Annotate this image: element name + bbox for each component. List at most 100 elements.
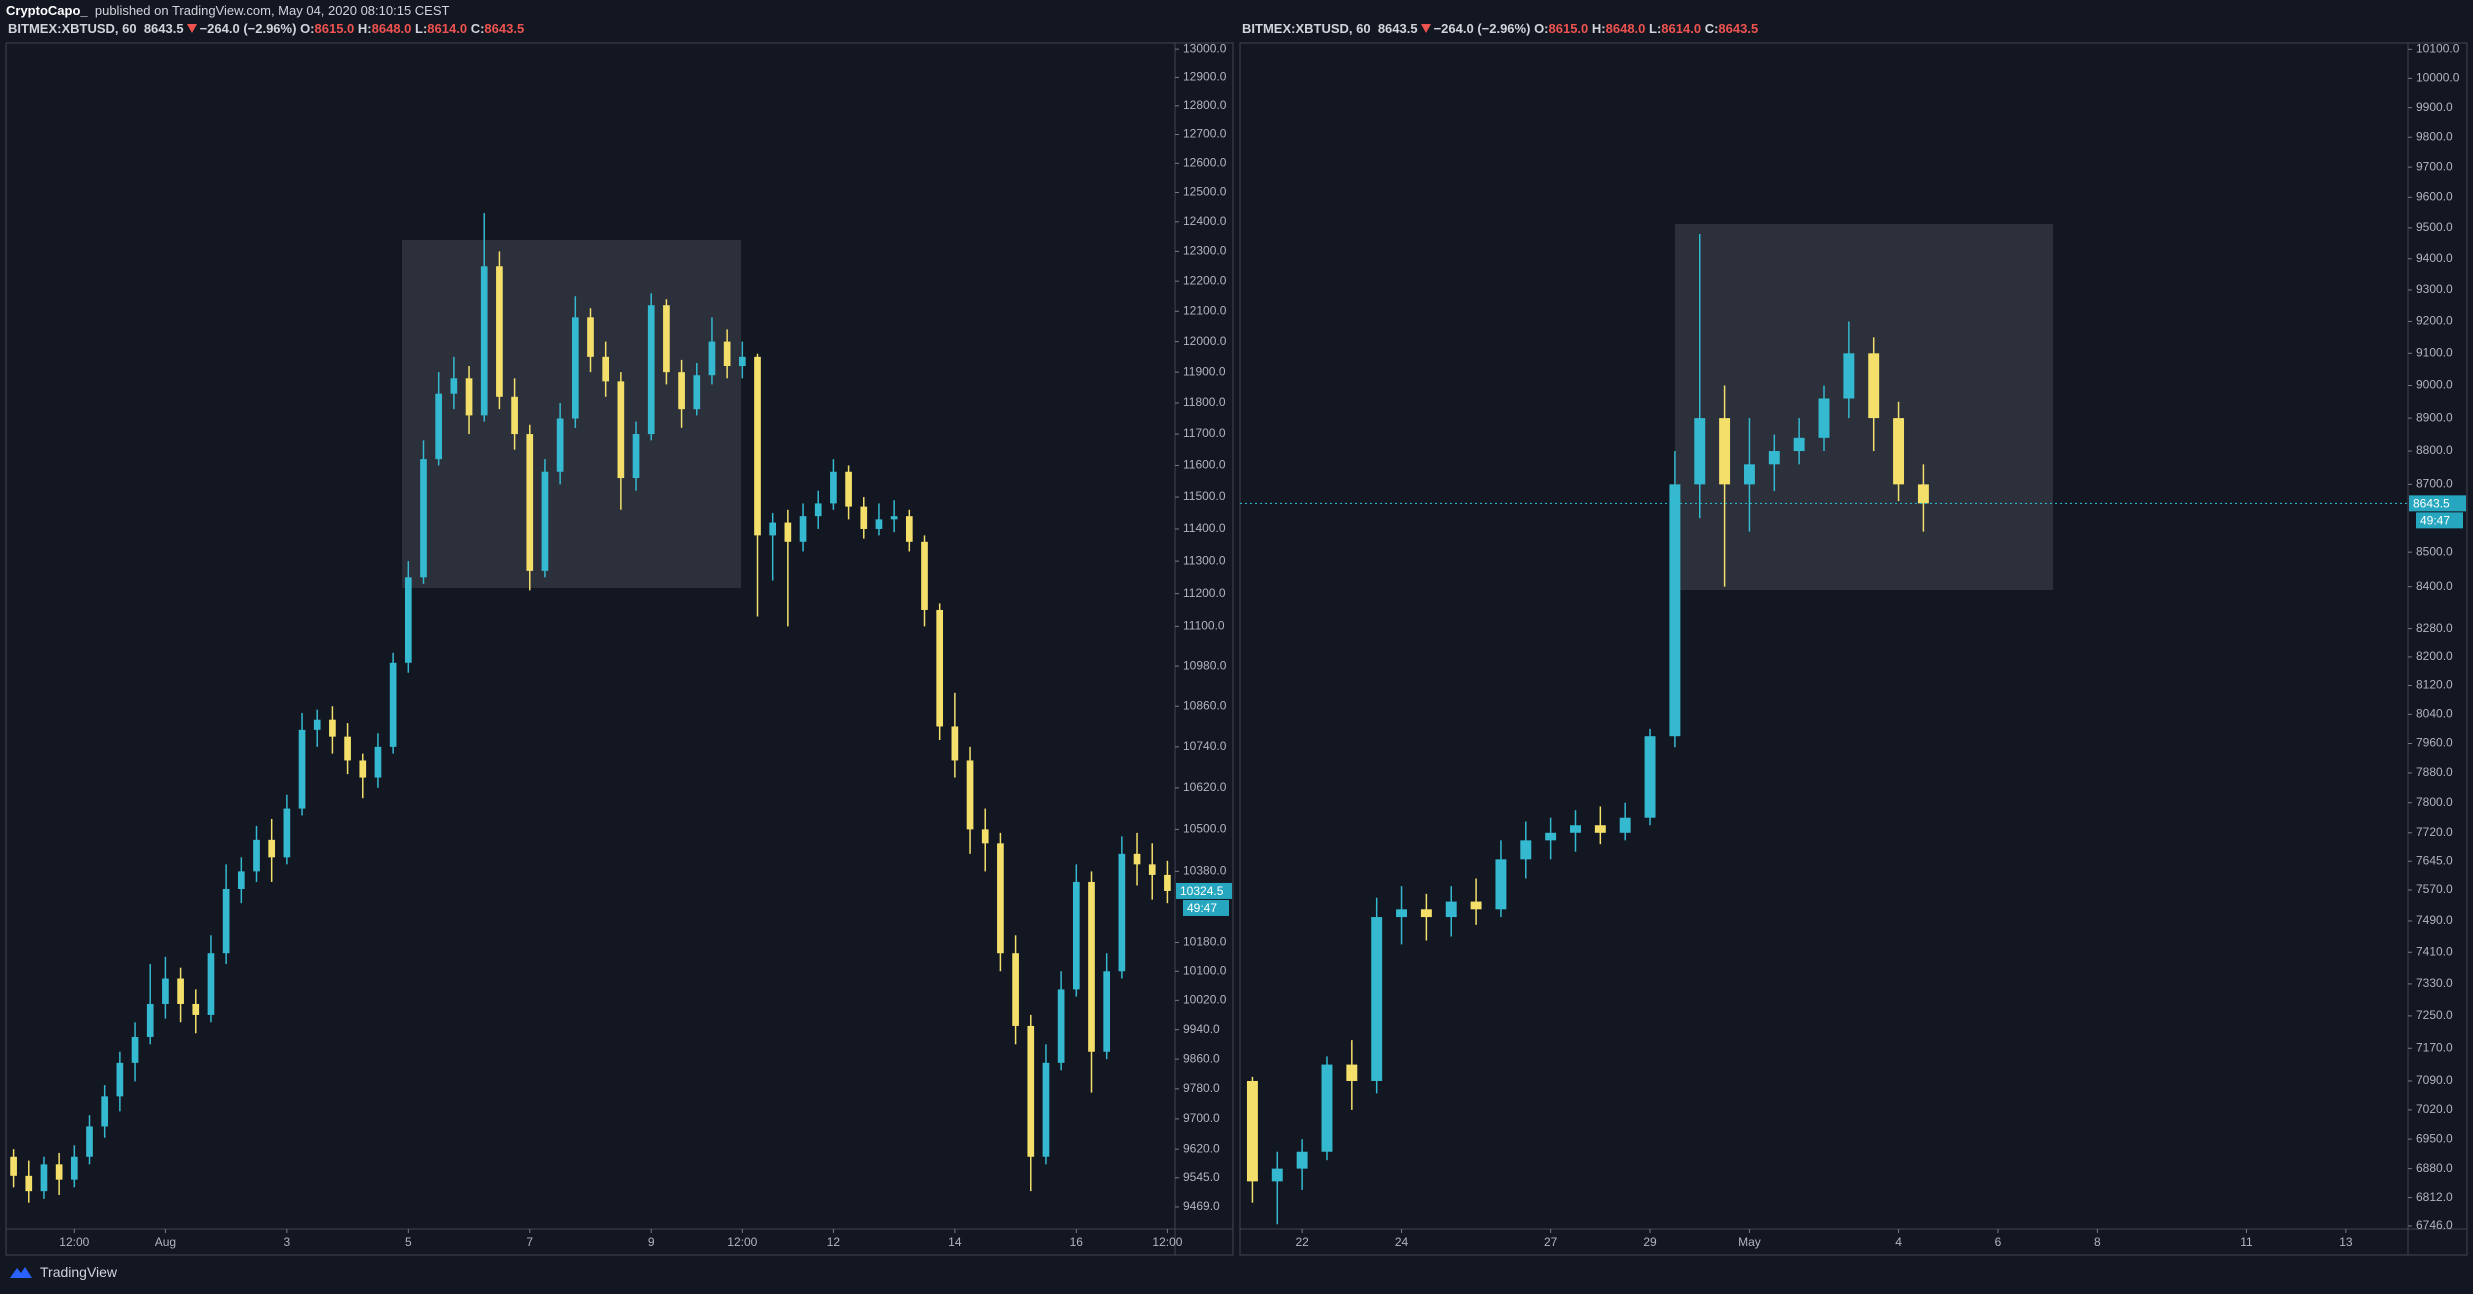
candle-body <box>480 266 488 416</box>
candle-body <box>769 522 777 536</box>
y-tick-label: 7645.0 <box>2416 853 2453 867</box>
candle-body <box>1148 864 1156 875</box>
candle-body <box>116 1062 124 1097</box>
x-tick-label: Aug <box>155 1235 176 1249</box>
candle-body <box>1164 874 1171 891</box>
y-tick-label: 8040.0 <box>2416 707 2453 721</box>
candle-body <box>435 393 443 460</box>
logo <box>10 1267 32 1278</box>
y-tick-label: 9500.0 <box>2416 220 2453 234</box>
candle-body <box>784 522 792 542</box>
y-tick-label: 12800.0 <box>1183 98 1227 112</box>
candle-body <box>222 889 230 954</box>
y-tick-label: 10100.0 <box>1183 963 1227 977</box>
candle-body <box>1868 353 1880 419</box>
y-tick-label: 9620.0 <box>1183 1141 1220 1155</box>
candle-body <box>1321 1064 1333 1152</box>
right-pane-border <box>1239 42 2468 1256</box>
candle-body <box>708 341 716 376</box>
y-tick-label: 8200.0 <box>2416 649 2453 663</box>
candle-body <box>359 760 367 778</box>
candle-body <box>237 871 245 890</box>
change: −264.0 (−2.96%) <box>199 21 297 36</box>
candle-body <box>253 839 260 872</box>
y-tick-label: 12900.0 <box>1183 70 1227 84</box>
candle-body <box>389 662 397 747</box>
label: O: <box>300 21 315 36</box>
y-tick-label: 9469.0 <box>1183 1199 1220 1213</box>
x-tick-label: 12:00 <box>727 1235 757 1249</box>
candle-body <box>1396 909 1407 918</box>
y-tick-label: 9600.0 <box>2416 190 2453 204</box>
y-tick-label: 7330.0 <box>2416 976 2453 990</box>
last-price-label: 8643.5 <box>2413 497 2450 511</box>
candle-body <box>374 746 382 778</box>
candle-body <box>981 829 989 844</box>
last-price-box <box>2409 495 2466 512</box>
label: H: <box>1591 21 1606 36</box>
candle-body <box>207 953 215 1015</box>
x-tick-label: 24 <box>1395 1235 1409 1249</box>
candle-body <box>146 1003 154 1037</box>
candle-body <box>1133 853 1141 865</box>
candle-body <box>602 356 610 382</box>
candle-body <box>860 506 868 529</box>
symbol: BITMEX:XBTUSD, 60 <box>1242 21 1371 36</box>
y-tick-label: 7800.0 <box>2416 795 2453 809</box>
candle-body <box>298 729 306 809</box>
candle-body <box>162 978 169 1004</box>
candle-body <box>1570 825 1581 833</box>
x-tick-label: 14 <box>948 1235 962 1249</box>
y-tick-label: 12300.0 <box>1183 244 1227 258</box>
y-tick-label: 7250.0 <box>2416 1008 2453 1022</box>
candle-body <box>1027 1025 1035 1157</box>
candle-body <box>1545 832 1557 841</box>
x-tick-label: May <box>1738 1235 1761 1249</box>
candle-body <box>40 1164 48 1192</box>
candle-body <box>1520 840 1532 860</box>
y-tick-label: 12700.0 <box>1183 127 1227 141</box>
last-price-box <box>1176 882 1232 899</box>
candle-body <box>556 418 564 472</box>
candle-body <box>1644 736 1656 818</box>
candle-body <box>1669 484 1681 737</box>
candle-body <box>738 356 746 367</box>
brand[interactable]: TradingView <box>40 1264 118 1280</box>
y-tick-label: 9000.0 <box>2416 378 2453 392</box>
x-tick-label: 7 <box>526 1235 533 1249</box>
candle-body <box>1793 437 1805 452</box>
label: L: <box>415 21 428 36</box>
y-tick-label: 7570.0 <box>2416 882 2453 896</box>
candle-body <box>344 736 351 761</box>
y-tick-label: 9800.0 <box>2416 129 2453 143</box>
candle-body <box>192 1003 200 1015</box>
value: 8648.0 <box>371 21 412 36</box>
candle-body <box>814 503 822 517</box>
candle-body <box>329 719 336 737</box>
y-tick-label: 10860.0 <box>1183 698 1227 712</box>
candle-body <box>1057 989 1065 1063</box>
y-tick-label: 10620.0 <box>1183 780 1227 794</box>
y-tick-label: 10380.0 <box>1183 864 1227 878</box>
y-tick-label: 7720.0 <box>2416 825 2453 839</box>
y-tick-label: 9100.0 <box>2416 345 2453 359</box>
y-tick-label: 12100.0 <box>1183 303 1227 317</box>
candle-body <box>313 719 321 730</box>
candle-body <box>177 978 184 1004</box>
candle-body <box>1470 901 1482 910</box>
candle-body <box>1420 909 1432 918</box>
y-tick-label: 9700.0 <box>1183 1111 1220 1125</box>
y-tick-label: 10740.0 <box>1183 739 1227 753</box>
candle-body <box>678 372 685 410</box>
y-tick-label: 9940.0 <box>1183 1022 1220 1036</box>
candle-body <box>1694 418 1706 485</box>
label: H: <box>357 21 372 36</box>
candle-body <box>25 1175 33 1192</box>
candle-body <box>663 305 670 373</box>
last: 8643.5 <box>143 21 184 36</box>
last: 8643.5 <box>1377 21 1418 36</box>
x-tick-label: 12:00 <box>59 1235 89 1249</box>
candle-body <box>1271 1168 1283 1182</box>
